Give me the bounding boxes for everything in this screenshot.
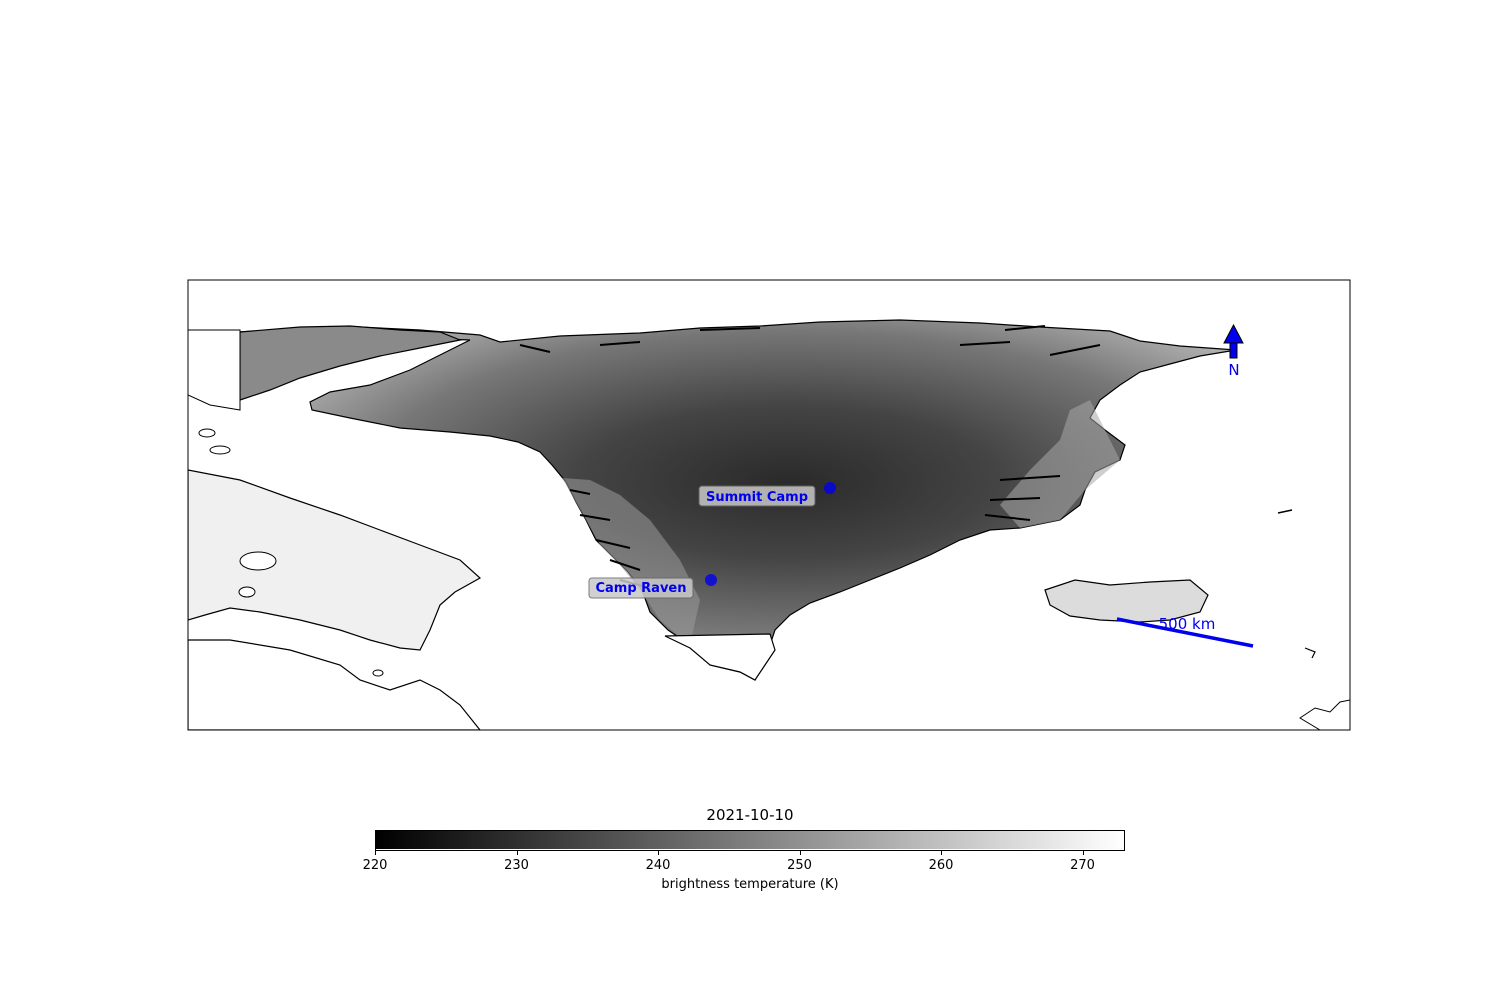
colorbar [375,830,1125,851]
arctic-coast-west [188,330,240,410]
colorbar-label: brightness temperature (K) [375,877,1125,892]
colorbar-tick-label: 250 [770,858,830,873]
colorbar-tick [375,850,376,855]
colorbar-tick-label: 220 [345,858,405,873]
station-label-summit-camp: Summit Camp [706,490,808,505]
colorbar-tick [517,850,518,855]
north-arrow-label: N [1228,361,1239,379]
colorbar-tick [658,850,659,855]
station-label-camp-raven: Camp Raven [595,581,686,596]
colorbar-tick [800,850,801,855]
station-marker-summit-camp[interactable] [824,482,836,494]
colorbar-tick [941,850,942,855]
colorbar-tick-label: 230 [487,858,547,873]
station-marker-camp-raven[interactable] [705,574,717,586]
colorbar-tick-label: 270 [1053,858,1113,873]
colorbar-tick [1083,850,1084,855]
colorbar-tick-label: 240 [628,858,688,873]
colorbar-tick-label: 260 [911,858,971,873]
colorbar-title: 2021-10-10 [375,806,1125,824]
scale-bar-label: 500 km [1159,615,1216,633]
